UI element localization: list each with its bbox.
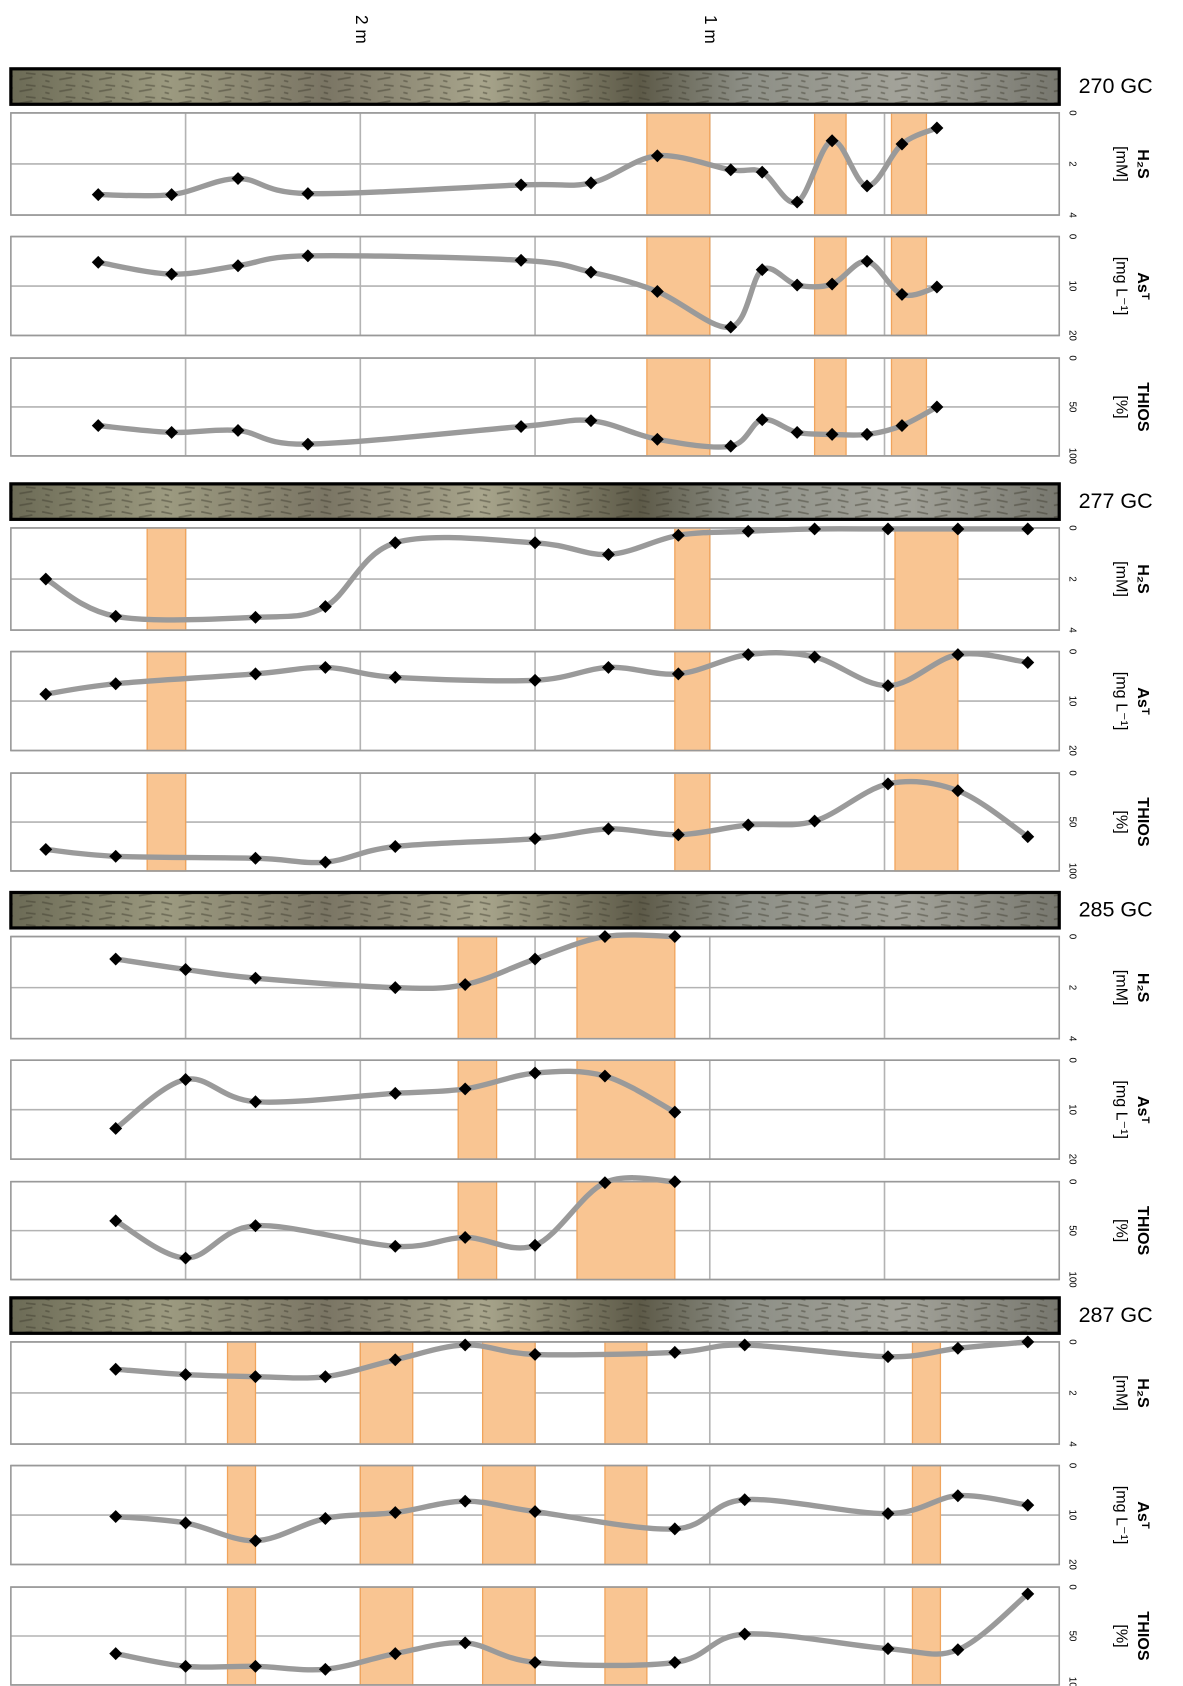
highlight-band [815, 358, 846, 456]
highlight-band [577, 937, 675, 1039]
figure: 2 m1 m270 GC024H₂S[mM]01020Asᵀ[mg L⁻¹]05… [0, 0, 1183, 1686]
y-tick-label: 0 [1067, 1179, 1078, 1184]
axis-unit: [mM] [1112, 146, 1130, 182]
highlight-band [675, 773, 710, 871]
axis-unit: [%] [1112, 1219, 1130, 1242]
axis-unit: [%] [1112, 810, 1130, 833]
axis-label: Asᵀ [1134, 272, 1152, 300]
axis-label: Asᵀ [1134, 687, 1152, 715]
y-tick-label: 0 [1067, 525, 1078, 530]
y-tick-label: 50 [1067, 402, 1078, 413]
x-tick-label: 2 m [352, 15, 372, 44]
y-tick-label: 50 [1067, 817, 1078, 828]
core-photo-texture [11, 69, 1059, 104]
y-tick-label: 10 [1067, 696, 1078, 707]
y-tick-label: 20 [1067, 1559, 1078, 1570]
y-tick-label: 0 [1067, 649, 1078, 654]
axis-label: THIOS [1134, 797, 1152, 846]
y-tick-label: 0 [1067, 355, 1078, 360]
y-tick-label: 2 [1067, 576, 1078, 581]
highlight-band [483, 1342, 535, 1444]
axis-unit: [mM] [1112, 1375, 1130, 1411]
axis-unit: [mM] [1112, 970, 1130, 1006]
y-tick-label: 50 [1067, 1225, 1078, 1236]
y-tick-label: 0 [1067, 1058, 1078, 1063]
y-tick-label: 10 [1067, 1510, 1078, 1521]
highlight-band [147, 652, 185, 751]
highlight-band [912, 1587, 940, 1685]
y-tick-label: 0 [1067, 110, 1078, 115]
highlight-band [647, 237, 710, 336]
highlight-band [147, 528, 185, 630]
axis-label: H₂S [1134, 149, 1152, 179]
highlight-band [605, 1342, 647, 1444]
y-tick-label: 0 [1067, 770, 1078, 775]
highlight-band [891, 237, 926, 336]
y-tick-label: 4 [1067, 212, 1078, 218]
highlight-band [458, 1182, 496, 1280]
highlight-band [483, 1587, 535, 1685]
core-photo-texture [11, 1298, 1059, 1333]
axis-unit: [mg L⁻¹] [1112, 1080, 1130, 1139]
axis-label: H₂S [1134, 564, 1152, 594]
y-tick-label: 0 [1067, 1463, 1078, 1468]
highlight-band [891, 113, 926, 215]
core-photo-texture [11, 892, 1059, 927]
highlight-band [605, 1587, 647, 1685]
axis-unit: [mg L⁻¹] [1112, 1486, 1130, 1545]
page: {"chart_data": [ {"type": "line", "title… [0, 0, 1183, 1686]
y-tick-label: 0 [1067, 1584, 1078, 1589]
highlight-band [458, 1060, 496, 1159]
highlight-band [605, 1466, 647, 1565]
y-tick-label: 0 [1067, 934, 1078, 939]
highlight-band [228, 1587, 256, 1685]
y-tick-label: 0 [1067, 234, 1078, 239]
highlight-band [360, 1587, 412, 1685]
axis-label: H₂S [1134, 1378, 1152, 1408]
highlight-band [675, 528, 710, 630]
y-tick-label: 100 [1067, 1271, 1078, 1287]
y-tick-label: 0 [1067, 1339, 1078, 1344]
y-tick-label: 100 [1067, 1677, 1078, 1686]
highlight-band [228, 1342, 256, 1444]
highlight-band [577, 1182, 675, 1280]
x-tick-label: 1 m [701, 15, 721, 44]
core-title: 277 GC [1079, 489, 1153, 513]
axis-label: Asᵀ [1134, 1096, 1152, 1124]
core-title: 270 GC [1079, 74, 1153, 98]
y-tick-label: 4 [1067, 627, 1078, 633]
y-tick-label: 100 [1067, 448, 1078, 464]
y-tick-label: 50 [1067, 1631, 1078, 1642]
y-tick-label: 20 [1067, 1154, 1078, 1165]
y-tick-label: 4 [1067, 1036, 1078, 1042]
axis-unit: [%] [1112, 395, 1130, 418]
axis-label: THIOS [1134, 382, 1152, 431]
y-tick-label: 4 [1067, 1441, 1078, 1447]
core-title: 287 GC [1079, 1303, 1153, 1327]
axis-unit: [mg L⁻¹] [1112, 257, 1130, 316]
y-tick-label: 100 [1067, 863, 1078, 879]
core-photo-texture [11, 484, 1059, 519]
y-tick-label: 20 [1067, 330, 1078, 341]
axis-label: Asᵀ [1134, 1501, 1152, 1529]
y-tick-label: 10 [1067, 1104, 1078, 1115]
core-title: 285 GC [1079, 897, 1153, 921]
axis-unit: [%] [1112, 1624, 1130, 1647]
y-tick-label: 2 [1067, 1390, 1078, 1395]
axis-label: THIOS [1134, 1206, 1152, 1255]
highlight-band [912, 1466, 940, 1565]
y-tick-label: 2 [1067, 985, 1078, 990]
highlight-band [483, 1466, 535, 1565]
highlight-band [228, 1466, 256, 1565]
axis-label: THIOS [1134, 1611, 1152, 1660]
highlight-band [895, 528, 958, 630]
axis-unit: [mg L⁻¹] [1112, 672, 1130, 731]
axis-label: H₂S [1134, 973, 1152, 1003]
y-tick-label: 2 [1067, 161, 1078, 166]
highlight-band [891, 358, 926, 456]
y-tick-label: 10 [1067, 281, 1078, 292]
axis-unit: [mM] [1112, 561, 1130, 597]
y-tick-label: 20 [1067, 745, 1078, 756]
